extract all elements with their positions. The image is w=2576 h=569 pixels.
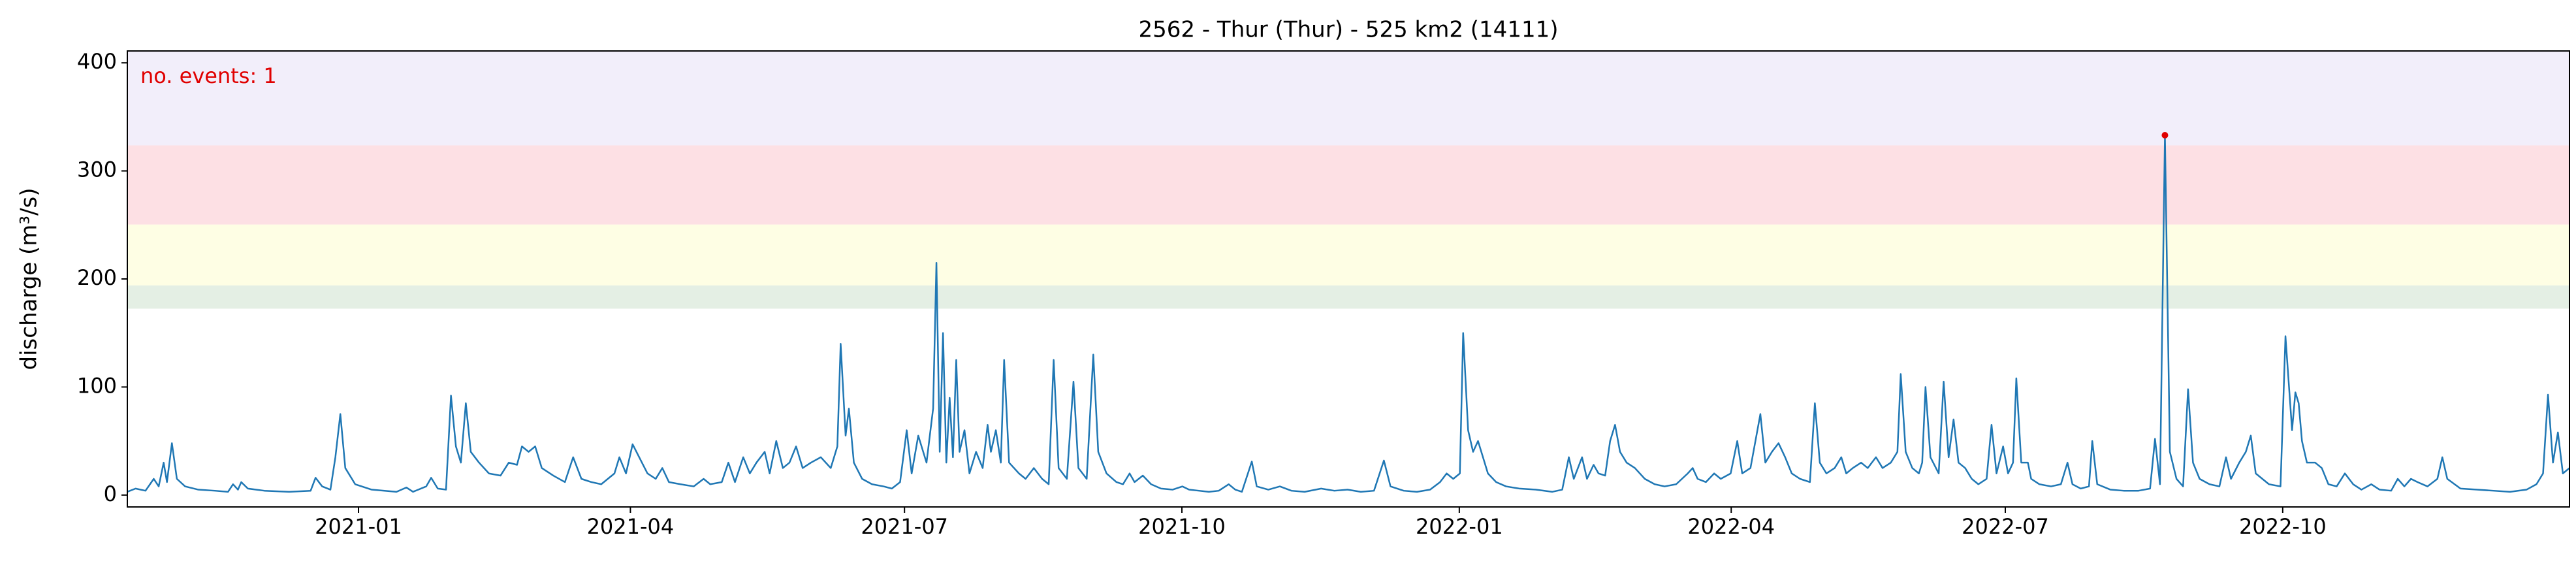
y-tick-label: 300 xyxy=(77,157,117,182)
x-tick-label: 2022-01 xyxy=(1416,514,1503,539)
x-tick-label: 2022-04 xyxy=(1687,514,1775,539)
y-tick-label: 400 xyxy=(77,49,117,74)
plot-frame xyxy=(127,50,2570,508)
threshold-band xyxy=(127,145,2569,225)
annotation: no. events: 1 xyxy=(140,63,277,88)
threshold-band xyxy=(127,224,2569,285)
x-tick-label: 2021-01 xyxy=(315,514,402,539)
y-tick-label: 200 xyxy=(77,265,117,290)
y-axis-label: discharge (m³/s) xyxy=(16,188,42,370)
x-tick-label: 2021-04 xyxy=(587,514,675,539)
x-tick-label: 2021-07 xyxy=(861,514,948,539)
threshold-band xyxy=(127,285,2569,309)
x-tick-label: 2022-07 xyxy=(1962,514,2049,539)
y-tick-label: 100 xyxy=(77,373,117,398)
chart-title: 2562 - Thur (Thur) - 525 km2 (14111) xyxy=(1139,17,1559,43)
threshold-band xyxy=(127,51,2569,146)
discharge-line xyxy=(127,134,2570,493)
x-tick-label: 2022-10 xyxy=(2239,514,2327,539)
y-tick-label: 0 xyxy=(104,481,117,506)
x-tick-label: 2021-10 xyxy=(1138,514,1226,539)
event-marker xyxy=(2161,132,2169,139)
